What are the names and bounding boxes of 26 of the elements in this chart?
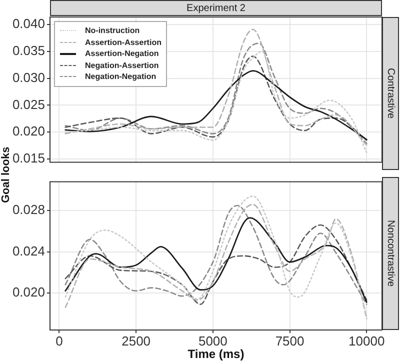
text: Noncontrastive xyxy=(382,177,399,330)
text: Contrastive xyxy=(382,17,399,170)
x-tick-label: 0 xyxy=(56,333,63,348)
legend-label: No-instruction xyxy=(85,26,140,36)
y-tick-label: 0.040 xyxy=(12,16,45,32)
y-tick-label: 0.028 xyxy=(12,202,45,218)
x-axis-title: Time (ms) xyxy=(188,347,244,362)
y-tick-label: 0.015 xyxy=(12,150,45,166)
y-tick-label: 0.030 xyxy=(12,70,45,85)
legend-label: Assertion-Negation xyxy=(85,49,159,58)
legend-label: Negation-Negation xyxy=(85,72,156,82)
chart-title: Experiment 2 xyxy=(50,0,382,16)
y-tick-label: 0.020 xyxy=(12,124,45,139)
x-tick-label: 5000 xyxy=(198,333,228,348)
line-series xyxy=(64,50,368,154)
x-tick-label: 7500 xyxy=(275,333,304,348)
legend-label: Assertion-Assertion xyxy=(85,38,162,47)
y-tick-label: 0.035 xyxy=(12,42,45,58)
legend-label: Negation-Assertion xyxy=(85,60,159,70)
line-series xyxy=(64,70,368,140)
x-tick-label: 10000 xyxy=(348,333,385,348)
y-tick-label: 0.025 xyxy=(12,96,45,112)
x-tick-label: 2500 xyxy=(122,333,151,348)
y-tick-label: 0.024 xyxy=(12,243,45,258)
y-tick-label: 0.020 xyxy=(12,284,45,300)
y-axis-title: Goal looks xyxy=(0,146,12,206)
